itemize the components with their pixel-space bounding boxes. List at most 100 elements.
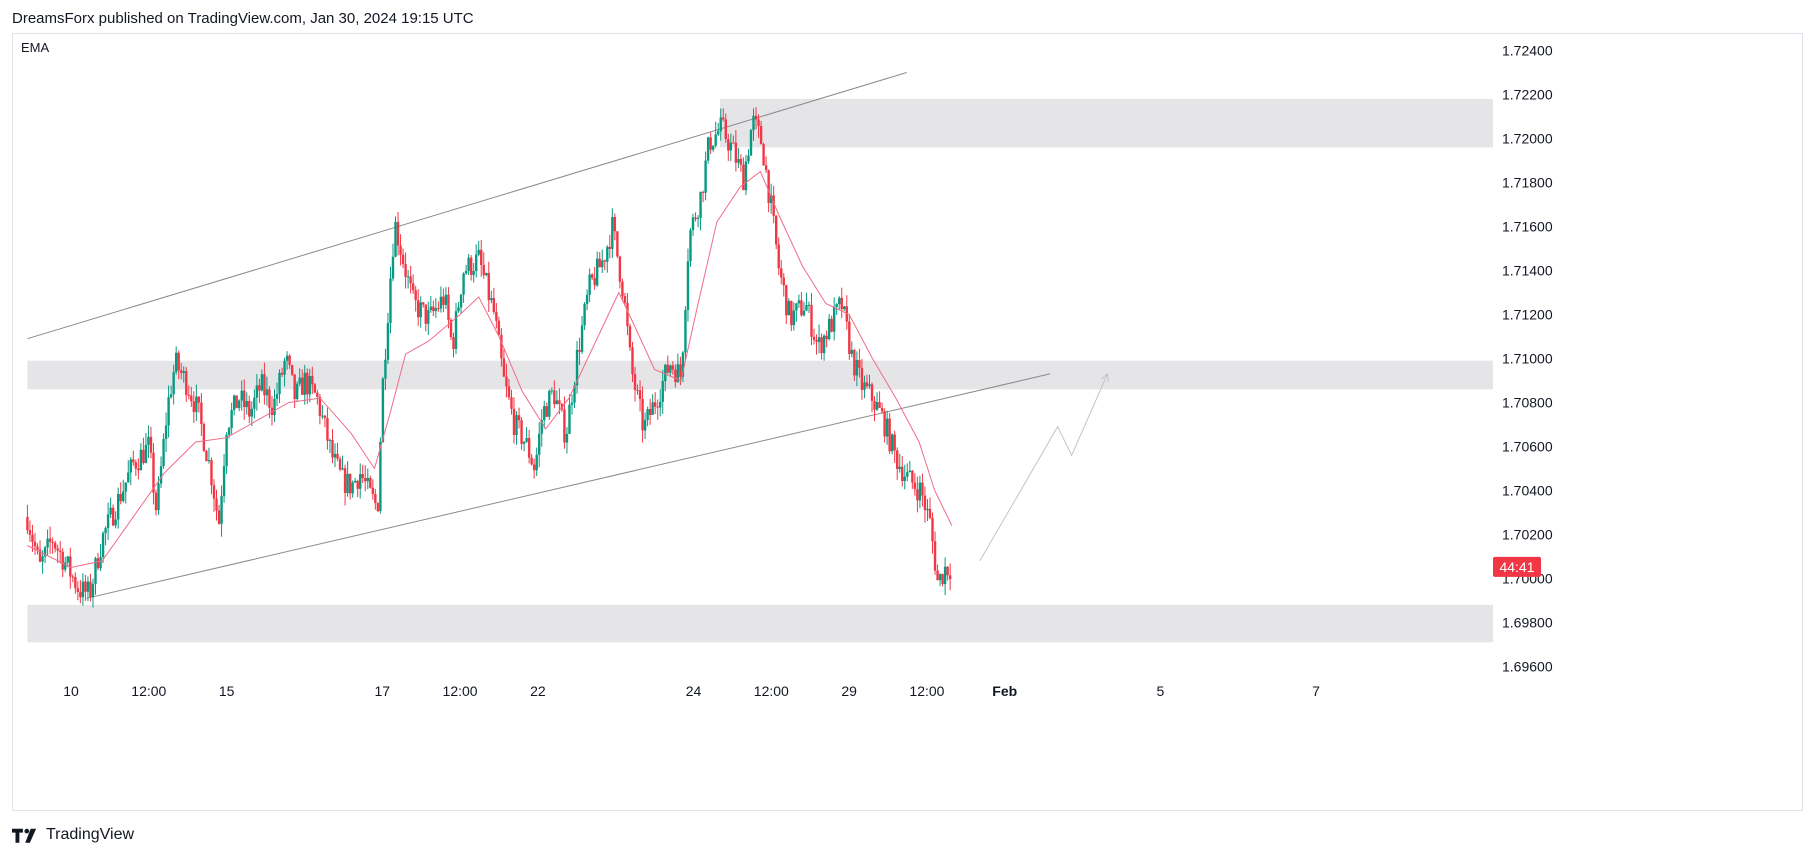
candle xyxy=(313,384,317,393)
candle xyxy=(384,359,387,379)
candle xyxy=(548,390,551,417)
candle xyxy=(308,376,311,395)
x-tick-label: 7 xyxy=(1312,683,1320,699)
candle xyxy=(439,296,443,309)
candle xyxy=(374,494,377,504)
candle xyxy=(457,307,460,312)
candle xyxy=(787,300,791,316)
x-tick-label: 12:00 xyxy=(909,683,944,699)
candle xyxy=(671,365,675,370)
candle xyxy=(550,390,554,392)
candle xyxy=(142,449,145,463)
candle xyxy=(480,249,483,266)
candle xyxy=(182,371,185,373)
candle xyxy=(164,425,168,439)
y-tick-label: 1.71600 xyxy=(1502,219,1553,235)
tradingview-logo-icon xyxy=(12,828,37,843)
candle xyxy=(190,395,193,402)
candle xyxy=(212,485,216,499)
candle xyxy=(825,335,828,340)
candle xyxy=(742,164,745,191)
candle xyxy=(646,409,649,420)
x-tick-label: 12:00 xyxy=(443,683,478,699)
candle xyxy=(394,221,397,257)
x-tick-label: 17 xyxy=(374,683,390,699)
projection-arrowhead xyxy=(1101,372,1109,382)
x-tick-label: 15 xyxy=(219,683,235,699)
candle xyxy=(187,394,190,396)
candle xyxy=(477,249,480,255)
candle xyxy=(331,439,334,458)
candle xyxy=(48,538,52,542)
candle xyxy=(288,355,291,365)
candle xyxy=(152,452,155,493)
candle xyxy=(326,418,329,441)
candle xyxy=(210,460,213,486)
candle xyxy=(86,581,90,592)
y-tick-label: 1.70800 xyxy=(1502,395,1553,411)
footer-brand[interactable]: TradingView xyxy=(12,826,134,844)
candle xyxy=(71,576,75,578)
candle xyxy=(744,161,748,191)
candle xyxy=(66,556,69,563)
candle xyxy=(51,541,54,543)
candle xyxy=(631,347,634,375)
candle xyxy=(643,419,647,431)
candle xyxy=(129,459,132,473)
candle xyxy=(490,298,493,301)
candle xyxy=(298,377,301,384)
candle xyxy=(260,374,264,391)
candle xyxy=(696,217,700,219)
y-tick-label: 1.70400 xyxy=(1502,483,1553,499)
candle xyxy=(752,115,755,131)
candle xyxy=(230,410,233,428)
candle xyxy=(379,441,382,512)
candle xyxy=(679,364,682,377)
x-tick-label: 29 xyxy=(841,683,857,699)
candle xyxy=(737,158,740,163)
candle xyxy=(689,230,692,262)
candle xyxy=(316,392,319,397)
candle xyxy=(381,378,385,442)
candle xyxy=(427,310,430,324)
chart-panel[interactable]: EMA 1.72400 1.72200 1.72000 1.71800 1.71600 1.… xyxy=(12,33,1803,811)
candle xyxy=(28,530,32,535)
candle xyxy=(777,244,780,269)
candle xyxy=(923,495,927,511)
candle xyxy=(432,306,435,312)
candle xyxy=(538,433,541,455)
candle xyxy=(638,390,642,400)
trendline-1[interactable] xyxy=(86,373,1050,599)
candle xyxy=(656,406,659,408)
candle xyxy=(346,473,349,494)
candle xyxy=(691,217,695,231)
trendline-0[interactable] xyxy=(27,72,907,340)
candle xyxy=(167,397,170,426)
candle xyxy=(26,516,29,531)
candle xyxy=(502,358,506,377)
x-tick-label: 12:00 xyxy=(754,683,789,699)
candle xyxy=(243,390,246,408)
candlestick-chart[interactable]: EMA 1.72400 1.72200 1.72000 1.71800 1.71600 1.… xyxy=(13,34,1802,810)
y-tick-label: 1.71800 xyxy=(1502,175,1553,191)
candle xyxy=(323,415,327,419)
candle xyxy=(722,117,725,120)
candle xyxy=(419,302,422,318)
candle xyxy=(124,482,127,492)
projection-path[interactable] xyxy=(979,373,1108,562)
candle xyxy=(774,215,778,245)
candle xyxy=(843,306,846,310)
candle xyxy=(618,256,622,282)
candle xyxy=(790,300,793,326)
candle xyxy=(177,352,180,371)
candle xyxy=(893,434,896,451)
candle xyxy=(53,542,57,549)
candle xyxy=(522,441,526,444)
candle xyxy=(144,444,148,463)
candle xyxy=(154,492,158,511)
candle xyxy=(303,372,306,395)
candle xyxy=(681,352,685,377)
sr-zone-0 xyxy=(719,98,1493,148)
candle xyxy=(719,117,722,132)
candle xyxy=(462,273,465,295)
